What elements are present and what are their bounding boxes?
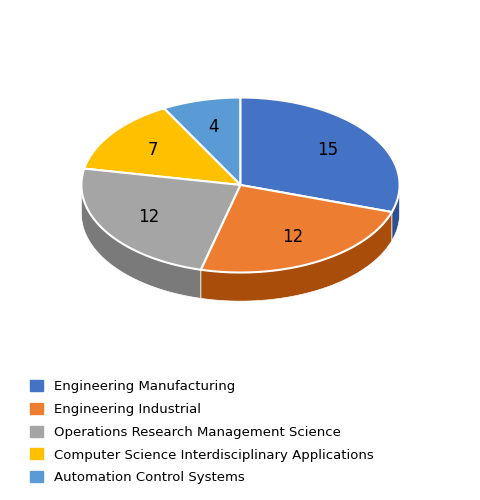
Legend: Engineering Manufacturing, Engineering Industrial, Operations Research Managemen: Engineering Manufacturing, Engineering I… bbox=[26, 376, 376, 488]
Polygon shape bbox=[391, 185, 399, 240]
Text: 15: 15 bbox=[317, 141, 338, 159]
Polygon shape bbox=[201, 185, 391, 272]
Polygon shape bbox=[164, 98, 240, 185]
Polygon shape bbox=[240, 98, 399, 212]
Polygon shape bbox=[81, 168, 240, 270]
Text: 7: 7 bbox=[147, 141, 158, 159]
Text: 12: 12 bbox=[138, 208, 159, 226]
Polygon shape bbox=[201, 212, 391, 301]
Polygon shape bbox=[84, 108, 240, 185]
Polygon shape bbox=[81, 185, 201, 298]
Text: 12: 12 bbox=[281, 228, 302, 246]
Text: 4: 4 bbox=[208, 118, 218, 136]
